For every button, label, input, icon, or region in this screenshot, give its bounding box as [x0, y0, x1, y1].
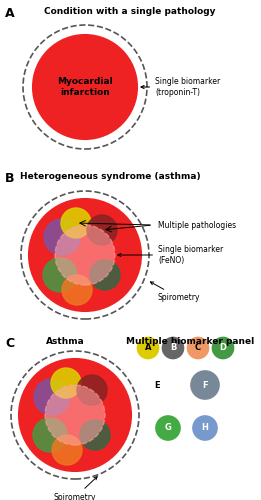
Text: Spirometry: Spirometry [54, 476, 97, 500]
Circle shape [62, 275, 92, 305]
Text: B: B [5, 172, 15, 185]
Circle shape [33, 35, 137, 139]
Circle shape [156, 416, 180, 440]
Circle shape [19, 359, 131, 471]
Text: Asthma: Asthma [46, 337, 84, 346]
Text: A: A [145, 344, 151, 352]
Text: E: E [154, 380, 160, 390]
Circle shape [163, 338, 183, 358]
Text: A: A [5, 7, 15, 20]
Circle shape [34, 379, 70, 415]
Text: C: C [5, 337, 14, 350]
Text: C: C [195, 344, 201, 352]
Text: G: G [165, 424, 171, 432]
Circle shape [138, 338, 158, 358]
Text: Multiple biomarker panel: Multiple biomarker panel [126, 337, 254, 346]
Text: Condition with a single pathology: Condition with a single pathology [44, 7, 216, 16]
Circle shape [43, 258, 77, 292]
Circle shape [187, 338, 209, 358]
Circle shape [33, 418, 67, 452]
Text: Spirometry: Spirometry [150, 282, 200, 302]
Text: F: F [202, 380, 208, 390]
Circle shape [80, 420, 110, 450]
Text: B: B [170, 344, 176, 352]
Circle shape [77, 375, 107, 405]
Text: Single biomarker
(FeNO): Single biomarker (FeNO) [118, 246, 223, 264]
Text: Multiple pathologies: Multiple pathologies [158, 220, 236, 230]
Circle shape [90, 260, 120, 290]
Circle shape [51, 368, 81, 398]
Circle shape [87, 215, 117, 245]
Circle shape [29, 199, 141, 311]
Circle shape [61, 208, 91, 238]
Circle shape [141, 370, 173, 400]
Circle shape [44, 219, 80, 255]
Circle shape [52, 435, 82, 465]
Text: Myocardial
infarction: Myocardial infarction [57, 78, 113, 96]
Circle shape [45, 385, 105, 445]
Circle shape [55, 225, 115, 285]
Circle shape [212, 338, 234, 358]
Text: H: H [201, 424, 209, 432]
Circle shape [193, 416, 217, 440]
Text: Single biomarker
(troponin-T): Single biomarker (troponin-T) [141, 78, 220, 96]
Circle shape [191, 371, 219, 399]
Text: Heterogeneous syndrome (asthma): Heterogeneous syndrome (asthma) [20, 172, 200, 181]
Text: D: D [220, 344, 227, 352]
